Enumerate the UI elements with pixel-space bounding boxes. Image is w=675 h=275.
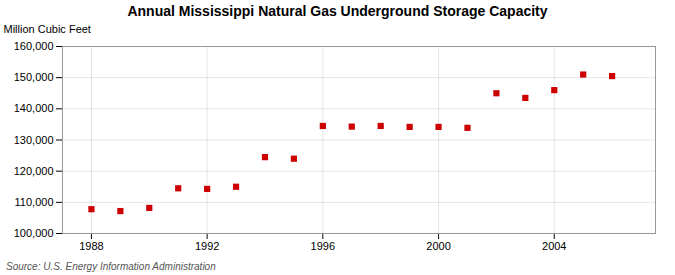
svg-text:Million Cubic Feet: Million Cubic Feet bbox=[4, 23, 91, 35]
html-text:Annual Mississippi Natural Gas: Annual Mississippi Natural Gas Undergrou… bbox=[127, 3, 548, 19]
svg-text:1992: 1992 bbox=[195, 240, 219, 252]
svg-text:110,000: 110,000 bbox=[15, 196, 54, 208]
svg-text:160,000: 160,000 bbox=[14, 40, 54, 52]
svg-text:2000: 2000 bbox=[426, 240, 450, 252]
svg-text:1996: 1996 bbox=[311, 240, 335, 252]
svg-text:150,000: 150,000 bbox=[14, 71, 54, 83]
svg-text:130,000: 130,000 bbox=[14, 134, 54, 146]
svg-text:2004: 2004 bbox=[542, 240, 566, 252]
svg-text:100,000: 100,000 bbox=[14, 227, 54, 239]
svg-text:1988: 1988 bbox=[79, 240, 103, 252]
svg-text:140,000: 140,000 bbox=[14, 102, 54, 114]
svg-text:120,000: 120,000 bbox=[14, 165, 54, 177]
html-text:Source: U.S. Energy Informatio: Source: U.S. Energy Information Administ… bbox=[6, 261, 216, 272]
